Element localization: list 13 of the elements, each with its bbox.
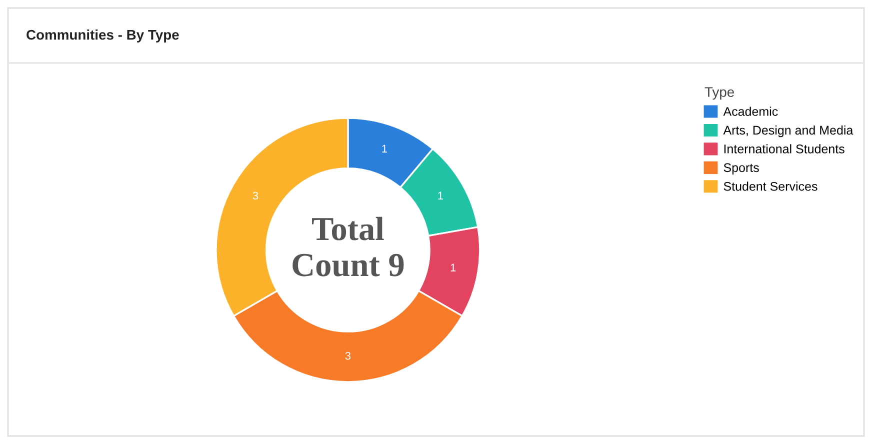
text: Total Count 9: [292, 216, 404, 276]
legend-label: Student Services: [724, 182, 818, 191]
legend-label: Academic: [723, 106, 778, 116]
data-label: 1: [382, 144, 387, 152]
legend-label: Sports: [724, 163, 759, 175]
data-label: 3: [252, 192, 258, 200]
data-label: 3: [345, 352, 351, 360]
text: Communities - By Type: [26, 30, 179, 42]
legend-label: Arts, Design and Media: [723, 125, 854, 138]
legend-title: Type: [704, 87, 734, 100]
data-label: 1: [438, 192, 443, 200]
data-label: 1: [450, 264, 456, 272]
legend-label: International Students: [724, 144, 844, 154]
